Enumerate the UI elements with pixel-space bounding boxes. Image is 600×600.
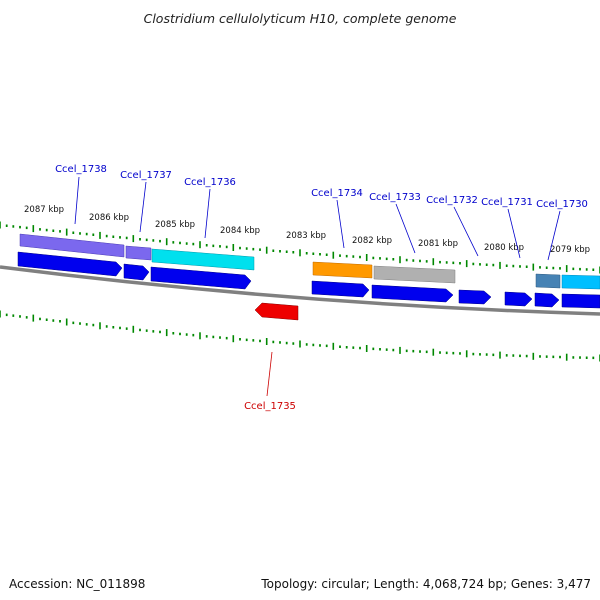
gene-label-ccel-1735[interactable]: Ccel_1735	[244, 401, 296, 412]
feature-bar-purple	[19, 233, 125, 258]
gene-arrow[interactable]	[17, 251, 123, 277]
forward-genes	[17, 251, 600, 309]
gene-arrow[interactable]	[311, 280, 370, 298]
scale-label: 2084 kbp	[220, 226, 260, 236]
gene-label-ccel-1734[interactable]: Ccel_1734	[311, 188, 363, 199]
feature-bar-cyan	[151, 248, 255, 271]
gene-label-ccel-1732[interactable]: Ccel_1732	[426, 195, 478, 206]
accession-text: Accession: NC_011898	[9, 577, 146, 591]
feature-bar-purple	[125, 245, 152, 261]
scale-label: 2086 kbp	[89, 213, 129, 223]
gene-arrow[interactable]	[534, 292, 560, 308]
gene-arrow[interactable]	[504, 291, 533, 307]
feature-track	[19, 233, 600, 290]
gene-arrow[interactable]	[150, 266, 252, 290]
feature-bar-steelblue	[535, 273, 561, 289]
gene-label-ccel-1737[interactable]: Ccel_1737	[120, 170, 172, 181]
genome-backbone	[0, 265, 600, 316]
scale-label: 2083 kbp	[286, 231, 326, 241]
gene-label-ccel-1733[interactable]: Ccel_1733	[369, 192, 421, 203]
feature-bar-gray	[373, 265, 456, 284]
scale-label: 2080 kbp	[484, 243, 524, 253]
gene-label-ccel-1738[interactable]: Ccel_1738	[55, 164, 107, 175]
feature-bar-skyblue	[561, 274, 600, 290]
scale-label: 2081 kbp	[418, 239, 458, 249]
label-leaders	[74, 176, 561, 397]
gene-label-ccel-1736[interactable]: Ccel_1736	[184, 177, 236, 188]
gene-label-ccel-1731[interactable]: Ccel_1731	[481, 197, 533, 208]
gene-arrow[interactable]	[458, 289, 492, 305]
scale-label: 2085 kbp	[155, 220, 195, 230]
scale-label: 2082 kbp	[352, 236, 392, 246]
gene-arrow-reverse[interactable]	[254, 302, 299, 321]
upper-scale	[0, 221, 600, 274]
scale-labels: 2087 kbp 2086 kbp 2085 kbp 2084 kbp 2083…	[24, 205, 590, 255]
scale-label: 2087 kbp	[24, 205, 64, 215]
gene-label-ccel-1730[interactable]: Ccel_1730	[536, 199, 588, 210]
genome-stats-text: Topology: circular; Length: 4,068,724 bp…	[261, 577, 591, 591]
scale-label: 2079 kbp	[550, 245, 590, 255]
lower-scale	[0, 310, 600, 362]
gene-arrow[interactable]	[371, 284, 454, 303]
map-title: Clostridium cellulolyticum H10, complete…	[144, 11, 457, 26]
gene-labels: Ccel_1738 Ccel_1737 Ccel_1736 Ccel_1735 …	[55, 164, 588, 412]
gene-arrow[interactable]	[561, 293, 600, 309]
feature-bar-orange	[312, 261, 373, 279]
gene-arrow[interactable]	[123, 263, 150, 281]
